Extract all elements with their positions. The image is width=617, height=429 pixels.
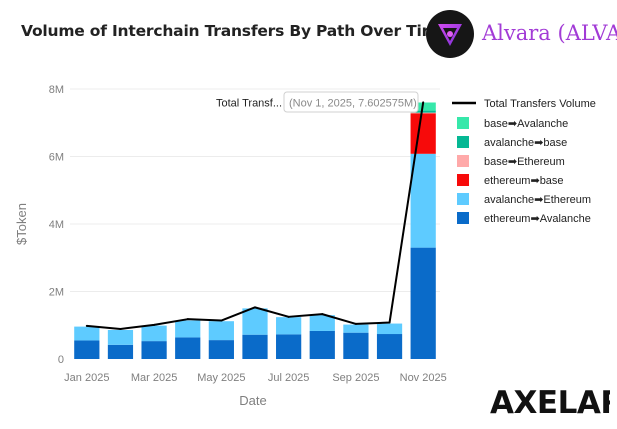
hover-tooltip: Total Transf... (Nov 1, 2025, 7.602575M) [216, 91, 419, 113]
y-tick-label: 8M [49, 84, 64, 96]
total-line [85, 101, 425, 330]
legend-label: base➡Ethereum [484, 156, 565, 168]
legend-label: ethereum➡base [484, 175, 564, 187]
legend-swatch [457, 174, 469, 186]
bars [74, 102, 436, 359]
legend-label: base➡Avalanche [484, 118, 568, 130]
x-tick-label: Jul 2025 [268, 372, 310, 384]
y-axis-label: $Token [14, 203, 29, 245]
bar-segment [242, 308, 268, 335]
legend-label: Total Transfers Volume [484, 98, 596, 110]
brand-badge: Alvara (ALVA) [424, 8, 617, 60]
tooltip-box [283, 91, 419, 113]
bar-segment [141, 341, 167, 359]
x-axis: Jan 2025 Mar 2025 May 2025 Jul 2025 Sep 2025… [64, 372, 447, 408]
legend-label: avalanche➡base [484, 137, 567, 149]
line-point [153, 323, 156, 326]
bar-segment [309, 330, 335, 359]
bar-segment [410, 153, 436, 248]
line-point [287, 315, 290, 318]
y-tick-label: 2M [49, 287, 64, 299]
line-point [220, 319, 223, 322]
bar-segment [208, 340, 234, 359]
line-point [119, 327, 122, 330]
gridlines [70, 88, 440, 292]
y-tick-label: 4M [49, 219, 64, 231]
legend-swatch [457, 136, 469, 148]
bar-segment [410, 113, 436, 154]
bar-segment [410, 110, 436, 113]
line-point [85, 324, 88, 327]
bar-segment [276, 317, 302, 335]
legend-label: avalanche➡Ethereum [484, 194, 591, 206]
legend-swatch [457, 193, 469, 205]
y-axis: 0 2M 4M 6M 8M $Token [14, 84, 64, 366]
bar-segment [107, 344, 134, 359]
bar-segment [309, 315, 335, 331]
alvara-logo-icon [426, 10, 474, 58]
bar-segment [175, 337, 201, 359]
line-point [321, 313, 324, 316]
x-tick-label: Sep 2025 [332, 372, 379, 384]
bar-segment [343, 324, 369, 333]
bar-segment [74, 326, 100, 341]
bar-segment [175, 320, 201, 338]
bar-segment [410, 247, 436, 359]
bar-segment [141, 325, 167, 342]
line-point [254, 306, 256, 309]
axelar-logo: AXELAR [490, 384, 617, 423]
line-point [388, 321, 391, 324]
x-tick-label: Jan 2025 [64, 372, 109, 384]
tooltip-label: Total Transf... [216, 98, 282, 110]
legend-label: ethereum➡Avalanche [484, 213, 591, 225]
line-point [354, 322, 357, 325]
axelar-wordmark: AXELAR [490, 385, 610, 418]
legend: Total Transfers Volume base➡Avalanche aval… [452, 98, 596, 225]
x-tick-label: Nov 2025 [400, 372, 447, 384]
line-point [422, 101, 425, 104]
brand-name: Alvara (ALVA) [482, 21, 617, 45]
x-tick-label: Mar 2025 [131, 372, 177, 384]
line-point [186, 318, 189, 321]
x-tick-label: May 2025 [197, 372, 245, 384]
chart-title: Volume of Interchain Transfers By Path O… [21, 22, 448, 40]
legend-swatch [457, 117, 469, 129]
bar-segment [343, 332, 369, 359]
bar-segment [410, 112, 436, 114]
bar-segment [107, 329, 134, 345]
bar-segment [376, 334, 403, 359]
tooltip-value: (Nov 1, 2025, 7.602575M) [289, 98, 417, 110]
bar-segment [276, 334, 302, 359]
bar-segment [74, 340, 100, 359]
legend-swatch [457, 155, 469, 167]
bar-segment [242, 334, 268, 359]
x-axis-label: Date [239, 393, 266, 408]
total-transfers-line [86, 102, 425, 330]
legend-swatch [457, 212, 469, 224]
bar-segment [208, 321, 234, 341]
bar-segment [376, 323, 403, 335]
y-tick-label: 6M [49, 152, 64, 164]
y-tick-label: 0 [58, 354, 64, 366]
